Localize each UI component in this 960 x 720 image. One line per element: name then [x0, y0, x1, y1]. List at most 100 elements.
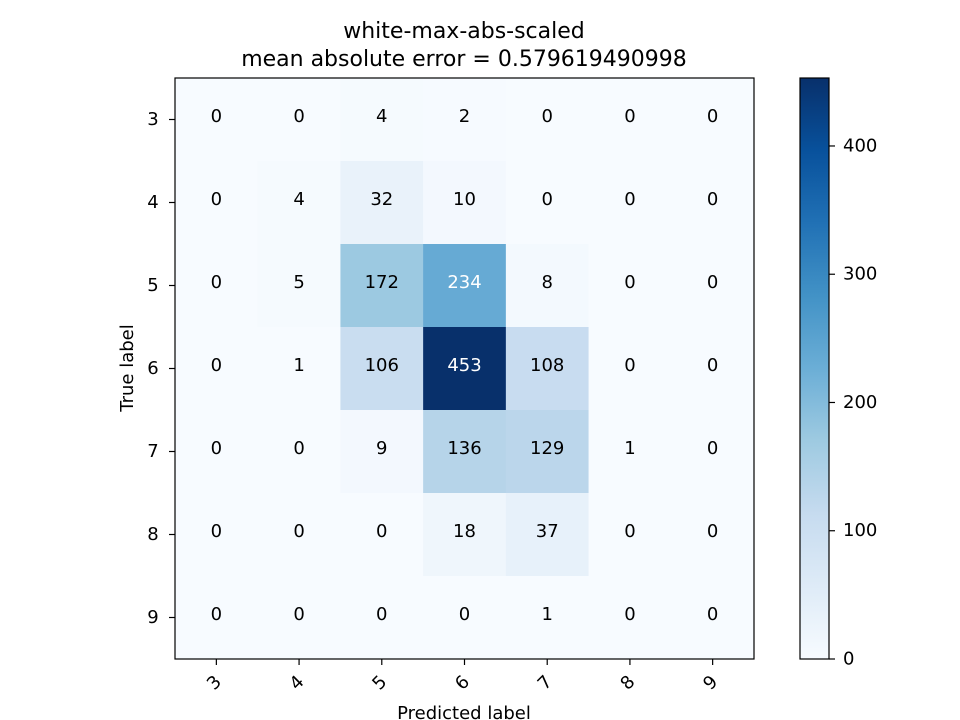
cell-value-label: 172 — [365, 272, 399, 293]
cell-value-label: 0 — [707, 604, 718, 625]
cell-value-label: 0 — [211, 355, 222, 376]
x-tick-label: 5 — [368, 672, 391, 695]
cell-value-label: 0 — [624, 604, 635, 625]
heatmap-cell — [340, 161, 424, 245]
cell-value-label: 0 — [624, 272, 635, 293]
heatmap-cell — [257, 78, 341, 162]
heatmap-cell — [257, 327, 341, 411]
heatmap-cell — [671, 327, 755, 411]
heatmap-cell — [423, 576, 507, 660]
cell-value-label: 136 — [447, 438, 481, 459]
heatmap-cell — [671, 78, 755, 162]
heatmap-cell — [423, 161, 507, 245]
heatmap-cell — [340, 244, 424, 328]
heatmap-cell — [175, 327, 259, 411]
y-tick-label: 8 — [147, 524, 158, 545]
heatmap-cell — [505, 493, 590, 577]
heatmap-cell — [505, 410, 590, 494]
cell-value-label: 0 — [624, 189, 635, 210]
cell-value-label: 0 — [211, 106, 222, 127]
cell-value-label: 0 — [293, 106, 304, 127]
cell-value-label: 8 — [541, 272, 552, 293]
heatmap-cell — [588, 493, 672, 577]
heatmap-cell — [340, 410, 424, 494]
cell-value-label: 0 — [293, 438, 304, 459]
heatmap-cell — [505, 576, 590, 660]
heatmap-cell — [340, 576, 424, 660]
cell-value-label: 0 — [376, 521, 387, 542]
heatmap-cell — [175, 78, 259, 162]
cell-value-label: 0 — [624, 521, 635, 542]
cell-value-label: 4 — [376, 106, 387, 127]
heatmap-cell — [340, 493, 424, 577]
colorbar-tick-label: 0 — [843, 649, 854, 670]
heatmap-cell — [505, 244, 590, 328]
chart-subtitle: mean absolute error = 0.579619490998 — [241, 47, 687, 72]
cell-value-label: 0 — [211, 438, 222, 459]
colorbar-tick-label: 200 — [843, 392, 877, 413]
x-tick-label: 8 — [616, 672, 639, 695]
heatmap-cell — [257, 161, 341, 245]
heatmap-cell — [588, 78, 672, 162]
cell-value-label: 0 — [211, 521, 222, 542]
x-axis-ticks: 3 4 5 6 7 8 9 — [203, 659, 722, 694]
heatmap-cell — [671, 493, 755, 577]
x-tick-label: 6 — [451, 672, 474, 695]
cell-value-label: 0 — [211, 189, 222, 210]
cell-value-label: 1 — [624, 438, 635, 459]
cell-value-label: 32 — [370, 189, 393, 210]
colorbar-tick-label: 100 — [843, 520, 877, 541]
heatmap-cell — [423, 493, 507, 577]
x-tick-label: 9 — [699, 672, 722, 695]
heatmap-cell — [588, 327, 672, 411]
heatmap-cell — [423, 410, 507, 494]
y-axis-label: True label — [117, 324, 138, 413]
heatmap-cell — [340, 327, 424, 411]
x-tick-label: 3 — [203, 672, 226, 695]
heatmap-cell — [671, 161, 755, 245]
x-tick-label: 7 — [534, 672, 557, 695]
x-axis-label: Predicted label — [397, 703, 531, 720]
y-tick-label: 9 — [147, 607, 158, 628]
cell-value-label: 0 — [293, 604, 304, 625]
cell-value-label: 453 — [447, 355, 481, 376]
heatmap-cell — [175, 161, 259, 245]
heatmap-cell — [671, 410, 755, 494]
heatmap-cell — [257, 410, 341, 494]
cell-value-label: 10 — [453, 189, 476, 210]
heatmap-cell — [588, 576, 672, 660]
heatmap-cell — [257, 493, 341, 577]
heatmap-cell — [175, 244, 259, 328]
cell-value-label: 1 — [293, 355, 304, 376]
heatmap-cell — [423, 327, 507, 411]
cell-value-label: 0 — [211, 272, 222, 293]
cell-value-label: 0 — [707, 521, 718, 542]
heatmap-cell — [671, 244, 755, 328]
chart-title: white-max-abs-scaled — [343, 19, 585, 44]
cell-value-label: 18 — [453, 521, 476, 542]
cell-value-label: 0 — [707, 438, 718, 459]
colorbar — [799, 77, 830, 660]
heatmap-cell — [257, 576, 341, 660]
heatmap-cell — [588, 161, 672, 245]
colorbar-tick-label: 400 — [843, 135, 877, 156]
cell-value-label: 0 — [707, 355, 718, 376]
y-tick-label: 4 — [147, 192, 158, 213]
cell-value-label: 0 — [707, 189, 718, 210]
cell-value-label: 234 — [447, 272, 481, 293]
heatmap-cell — [505, 78, 590, 162]
heatmap-cell — [340, 78, 424, 162]
colorbar-tick-label: 300 — [843, 264, 877, 285]
heatmap-cell — [423, 78, 507, 162]
cell-value-label: 108 — [530, 355, 564, 376]
cell-value-label: 0 — [707, 106, 718, 127]
cell-value-label: 37 — [536, 521, 559, 542]
heatmap-cell — [588, 244, 672, 328]
cell-value-label: 0 — [541, 189, 552, 210]
cell-value-label: 0 — [624, 355, 635, 376]
cell-value-label: 0 — [376, 604, 387, 625]
cell-value-label: 5 — [293, 272, 304, 293]
cell-value-label: 0 — [459, 604, 470, 625]
y-tick-label: 5 — [147, 275, 158, 296]
